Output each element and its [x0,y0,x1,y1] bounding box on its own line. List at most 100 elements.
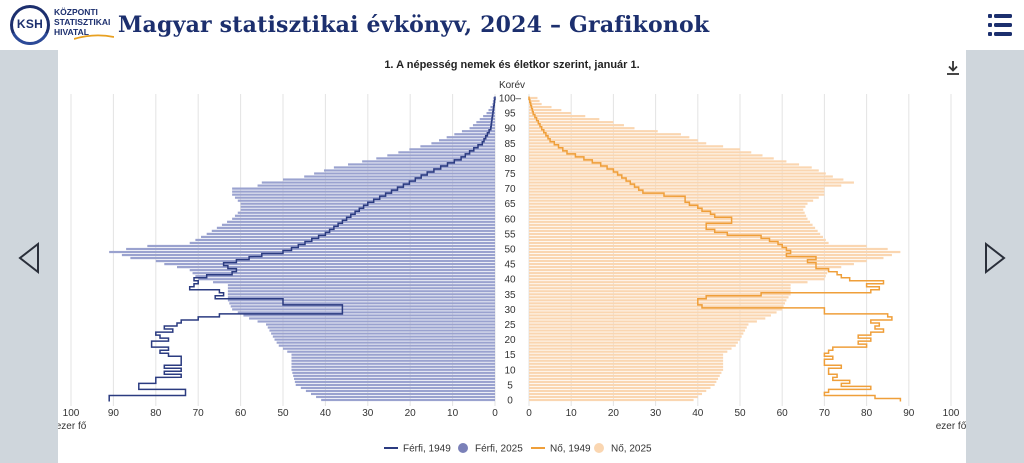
bar-female-2025 [529,226,816,229]
bar-male-2025 [293,374,495,377]
bar-male-2025 [291,365,495,368]
bar-female-2025 [529,314,771,317]
bar-male-2025 [274,338,495,341]
bar-male-2025 [227,220,496,223]
bar-female-2025 [529,184,842,187]
bar-male-2025 [291,359,495,362]
next-chart-button[interactable] [980,240,1010,276]
ksh-logo[interactable]: KSH KÖZPONTI STATISZTIKAI HIVATAL [10,4,120,46]
bar-male-2025 [237,199,496,202]
bar-female-2025 [529,311,777,314]
bar-female-2025 [529,235,823,239]
logo-abbreviation: KSH [16,17,44,31]
bar-female-2025 [529,329,746,332]
x-unit-label-right: ezer fő [936,421,966,432]
bar-female-2025 [529,247,888,251]
bar-female-2025 [529,166,812,169]
bar-male-2025 [490,105,495,109]
bar-female-2025 [529,115,586,118]
bar-female-2025 [529,281,808,284]
bar-female-2025 [529,244,867,248]
bar-male-2025 [291,353,495,356]
bar-male-2025 [348,163,495,166]
bar-male-2025 [479,118,495,121]
bar-female-2025 [529,175,833,178]
bar-male-2025 [476,121,495,124]
bar-female-2025 [529,341,738,344]
age-tick-label: 85 [504,139,516,150]
bar-male-2025 [291,356,495,359]
bar-female-2025 [529,220,811,223]
x-tick-label-left: 20 [405,408,417,419]
bar-male-2025 [229,302,495,305]
bar-male-2025 [227,293,495,296]
bar-female-2025 [529,371,722,374]
bar-female-2025 [529,99,540,103]
bar-female-2025 [529,250,901,254]
bar-female-2025 [529,136,690,139]
bar-male-2025 [376,157,495,160]
bar-female-2025 [529,302,786,305]
bar-male-2025 [266,323,495,326]
bar-female-2025 [529,133,681,136]
bar-male-2025 [261,181,495,184]
ksh-logo-emblem: KSH [10,5,50,45]
bar-female-2025 [529,278,825,281]
age-tick-label: 95 [504,109,516,120]
bar-male-2025 [216,226,495,229]
bar-male-2025 [272,335,495,338]
download-button[interactable] [946,60,960,76]
bar-male-2025 [213,281,496,284]
bar-female-2025 [529,154,763,157]
bar-female-2025 [529,130,658,133]
previous-chart-button[interactable] [14,240,44,276]
bar-female-2025 [529,287,791,290]
bar-female-2025 [529,190,825,193]
x-tick-label-left: 80 [150,408,162,419]
bar-male-2025 [486,112,495,115]
bar-male-2025 [227,287,495,290]
bar-female-2025 [529,205,806,208]
app-header: KSH KÖZPONTI STATISZTIKAI HIVATAL Magyar… [0,0,1024,50]
chart-stage: 0 10 20 30 40 50 60 70 80 90 100 0 10 20 30 40 50 60 70 80 9… [0,50,1024,463]
bar-male-2025 [240,205,495,208]
bar-female-2025 [529,332,744,335]
x-tick-label-right: 50 [734,408,746,419]
x-tick-label-right: 10 [566,408,578,419]
legend-label: Nő, 1949 [550,444,591,455]
age-tick-label: 90 [504,124,516,135]
bar-female-2025 [529,263,854,266]
bar-male-2025 [155,259,496,263]
x-tick-label-right: 30 [650,408,662,419]
bar-female-2025 [529,121,614,124]
bar-male-2025 [234,196,496,199]
bar-male-2025 [294,377,495,380]
bar-female-2025 [529,124,624,127]
bar-female-2025 [529,142,707,145]
menu-button[interactable] [988,13,1012,37]
bar-female-2025 [529,299,787,302]
bar-female-2025 [529,317,766,320]
bar-male-2025 [488,108,495,112]
bar-male-2025 [121,253,495,257]
bar-female-2025 [529,193,825,196]
legend-label: Férfi, 1949 [403,444,451,455]
bar-male-2025 [232,308,495,311]
bar-male-2025 [454,133,495,136]
bar-male-2025 [310,392,495,396]
x-tick-label-left: 40 [320,408,332,419]
legend-label: Férfi, 2025 [475,444,523,455]
bar-female-2025 [529,353,724,356]
age-tick-label: 45 [504,260,516,271]
triangle-right-icon [985,241,1006,275]
age-tick-label: 30 [504,305,516,316]
bar-male-2025 [287,350,495,353]
bar-female-2025 [529,139,698,142]
bar-male-2025 [206,232,495,235]
x-unit-label-left: ezer fő [58,421,87,432]
bar-male-2025 [493,96,495,100]
bar-male-2025 [271,332,495,335]
bar-female-2025 [529,392,703,396]
bar-female-2025 [529,305,784,308]
